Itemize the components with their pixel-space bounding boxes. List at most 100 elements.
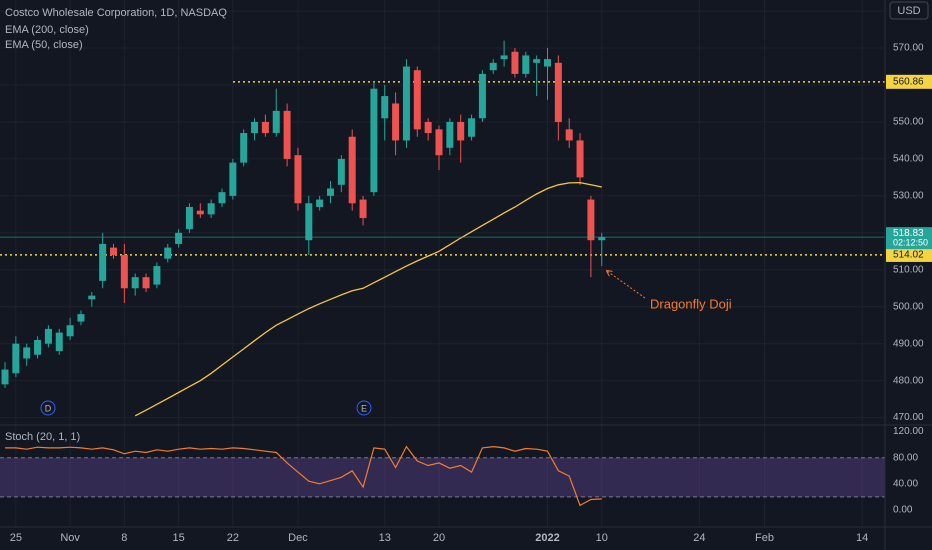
candle-body — [500, 55, 508, 60]
candle-body — [142, 277, 150, 289]
candle-body — [370, 88, 378, 193]
candle-body — [55, 332, 63, 352]
stoch-title: Stoch (20, 1, 1) — [5, 431, 80, 443]
level-label-box — [886, 74, 932, 89]
candle-body — [305, 203, 313, 241]
annotation: Dragonfly Doji — [650, 296, 732, 311]
candle-body — [576, 140, 584, 178]
candle-body — [185, 206, 193, 230]
candle-body — [316, 199, 324, 207]
candle-body — [251, 121, 259, 134]
candle-body — [153, 266, 161, 285]
x-tick-label: 8 — [121, 532, 127, 544]
candle-body — [261, 121, 269, 134]
candle-body — [327, 188, 334, 196]
x-tick-label: Nov — [60, 532, 80, 544]
stoch-tick-label: 80.00 — [893, 452, 918, 463]
x-tick-label: 14 — [856, 532, 868, 544]
last-price-label: 518.83 — [893, 228, 924, 239]
candle-body — [522, 55, 530, 74]
candle-body — [348, 136, 356, 204]
axis: 470.00480.00490.00500.00510.00520.00530.… — [10, 6, 932, 544]
candle-body — [110, 247, 117, 255]
candle-body — [544, 59, 551, 67]
candle-body — [457, 121, 465, 141]
chart-title: Costco Wholesale Corporation, 1D, NASDAQ — [5, 7, 227, 19]
stoch-band — [0, 457, 885, 497]
x-tick-label: 2022 — [535, 532, 559, 544]
candle-body — [468, 118, 476, 137]
candle-body — [175, 232, 183, 244]
currency-box — [889, 1, 929, 20]
candle-body — [164, 247, 172, 259]
y-tick-label: 480.00 — [893, 375, 924, 386]
x-tick-label: 20 — [433, 532, 445, 544]
candle-body — [402, 66, 410, 141]
candle-body — [435, 129, 443, 156]
y-tick-label: 540.00 — [893, 154, 924, 165]
candle-body — [196, 210, 204, 215]
candle-body — [240, 133, 248, 163]
x-tick-label: 15 — [172, 532, 184, 544]
candle-body — [272, 110, 280, 134]
ema-line — [134, 181, 602, 417]
candle-body — [392, 103, 400, 141]
candle-body — [554, 62, 562, 122]
last-price-box — [886, 227, 932, 250]
candle-body — [12, 343, 20, 374]
candle-body — [120, 255, 128, 289]
x-tick-label: Feb — [755, 532, 774, 544]
candle-body — [44, 328, 52, 344]
y-tick-label: 510.00 — [893, 264, 924, 275]
countdown: 02:12:50 — [893, 238, 928, 248]
candle-body — [446, 121, 454, 148]
x-tick-label: 24 — [693, 532, 705, 544]
candle-body — [88, 295, 96, 300]
candle-body — [283, 110, 291, 159]
candle-body — [359, 199, 367, 219]
event-label: D — [45, 403, 52, 413]
candle-body — [229, 162, 237, 196]
y-tick-label: 490.00 — [893, 338, 924, 349]
candle-body — [294, 155, 302, 204]
candle-body — [424, 121, 432, 134]
y-tick-label: 570.00 — [893, 43, 924, 54]
candle-body — [131, 277, 139, 289]
candle-body — [381, 96, 389, 119]
stoch-tick-label: 40.00 — [893, 478, 918, 489]
candle-body — [99, 243, 107, 281]
plot — [0, 40, 885, 507]
level-label: 560.86 — [893, 76, 924, 87]
x-tick-label: 25 — [10, 532, 22, 544]
indicator-label: EMA (50, close) — [5, 39, 83, 51]
candle-body — [587, 199, 595, 241]
candle-body — [23, 347, 31, 359]
candle-body — [218, 192, 226, 204]
candle-body — [77, 314, 85, 322]
x-tick-label: Dec — [288, 532, 308, 544]
candle-body — [489, 62, 497, 71]
candle-body — [66, 325, 74, 337]
candle-body — [565, 129, 573, 141]
candle-body — [1, 369, 9, 385]
candle-body — [337, 158, 345, 185]
stoch-tick-label: 120.00 — [893, 426, 924, 437]
event-marker — [40, 400, 56, 416]
currency: USD — [897, 5, 920, 17]
stoch-line — [5, 445, 602, 507]
x-tick-label: 13 — [379, 532, 391, 544]
event-marker — [356, 400, 372, 416]
x-tick-label: 22 — [227, 532, 239, 544]
candle-body — [207, 203, 215, 215]
candle-body — [478, 73, 486, 119]
x-tick-label: 10 — [596, 532, 608, 544]
event-label: E — [361, 403, 367, 413]
y-tick-label: 550.00 — [893, 117, 924, 128]
y-tick-label: 470.00 — [893, 412, 924, 423]
candle-body — [413, 70, 421, 130]
level-label-box — [886, 247, 932, 262]
level-label: 514.02 — [893, 250, 924, 261]
candle-body — [34, 340, 42, 355]
candle-body — [533, 59, 541, 63]
